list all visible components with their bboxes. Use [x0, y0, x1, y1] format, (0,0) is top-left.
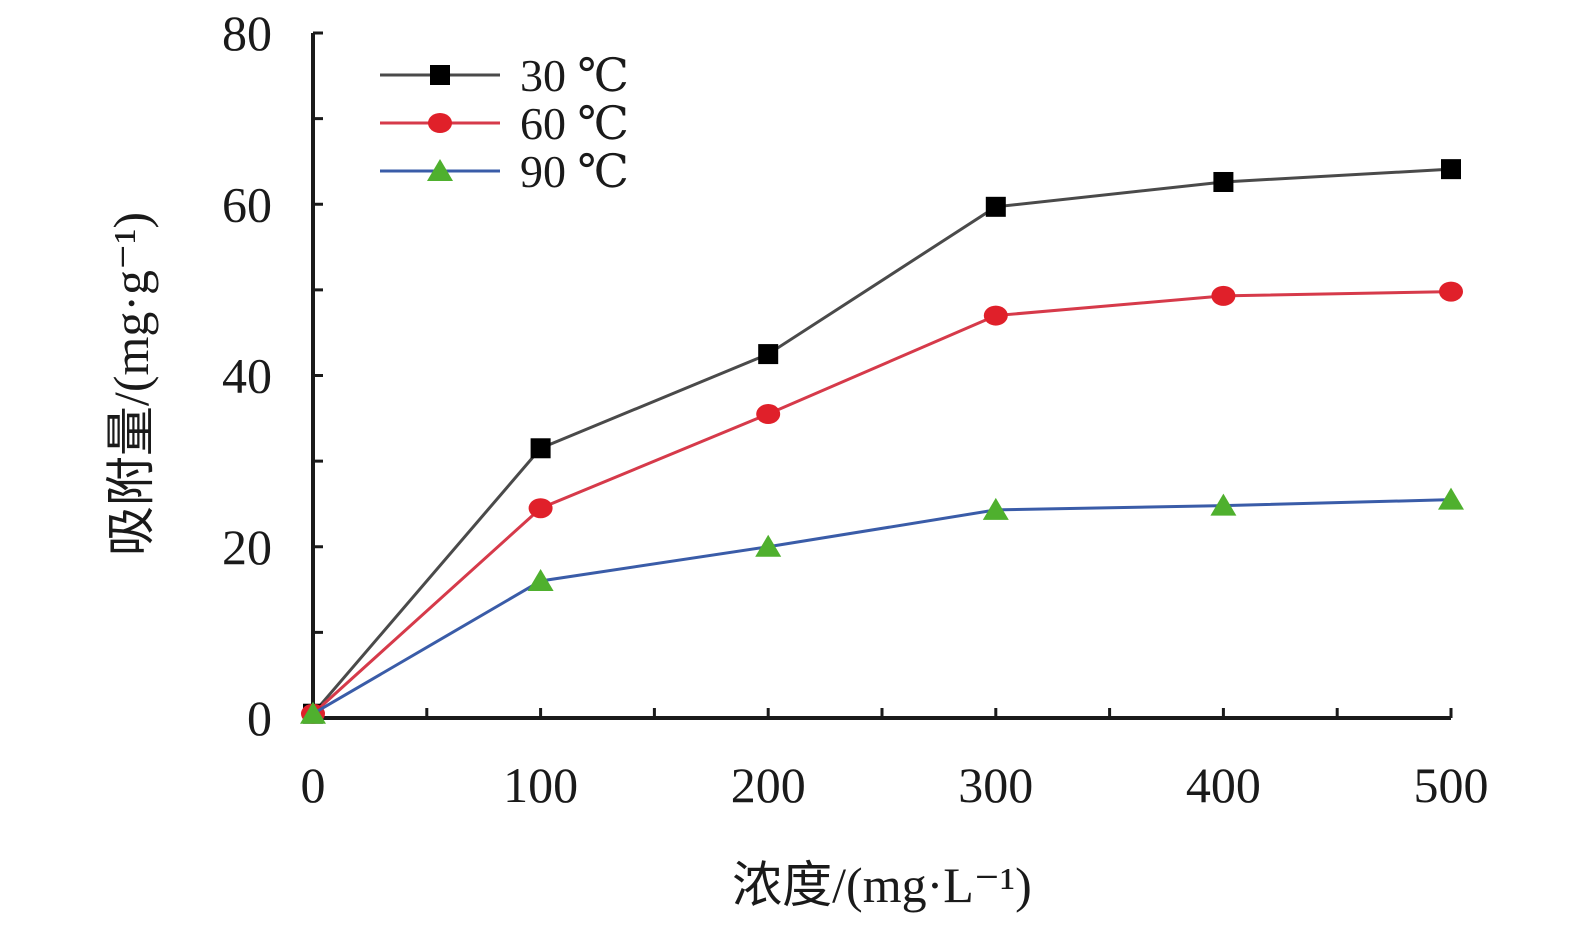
data-point	[985, 196, 1006, 217]
legend-label: 90 ℃	[520, 146, 629, 197]
data-point	[1213, 171, 1234, 192]
data-point	[982, 497, 1009, 520]
x-tick-label: 300	[958, 757, 1033, 813]
y-tick-label: 0	[247, 690, 272, 746]
y-tick-label: 40	[222, 348, 272, 404]
x-tick-label: 400	[1186, 757, 1261, 813]
x-tick-label: 100	[503, 757, 578, 813]
data-point	[758, 344, 779, 365]
x-tick-label: 500	[1414, 757, 1489, 813]
data-point	[1211, 285, 1236, 306]
legend-marker	[428, 113, 452, 133]
data-point	[1438, 487, 1464, 510]
y-tick-label: 20	[222, 519, 272, 575]
data-point	[1210, 493, 1237, 516]
data-point	[527, 569, 554, 591]
x-tick-label: 0	[301, 757, 326, 813]
series-3	[300, 487, 1464, 724]
x-tick-label: 200	[731, 757, 806, 813]
x-axis-ticks: 0 100 200 300 400 500	[301, 708, 1489, 813]
legend-label: 30 ℃	[520, 50, 629, 101]
data-point	[1441, 159, 1461, 180]
legend: 30 ℃60 ℃90 ℃	[380, 50, 629, 197]
data-point	[755, 534, 782, 557]
y-axis-title: 吸附量/(mg·g⁻¹)	[103, 212, 159, 556]
y-tick-label: 80	[222, 5, 272, 61]
series-line	[312, 498, 1452, 716]
legend-marker	[430, 65, 450, 85]
x-axis-title: 浓度/(mg·L⁻¹)	[732, 857, 1032, 913]
data-point	[756, 404, 781, 425]
y-axis-ticks: 0 20 40 60 80	[222, 5, 323, 746]
data-point	[528, 498, 553, 519]
series-line	[311, 167, 1452, 715]
legend-entry: 60 ℃	[380, 98, 629, 149]
legend-label: 60 ℃	[520, 98, 629, 149]
data-point	[1439, 281, 1463, 302]
series-group	[300, 159, 1464, 724]
series-1	[303, 159, 1461, 724]
legend-marker	[427, 159, 453, 181]
data-point	[300, 701, 326, 724]
series-line	[311, 290, 1452, 715]
data-point	[530, 438, 551, 459]
legend-entry: 90 ℃	[380, 146, 629, 197]
y-tick-label: 60	[222, 176, 272, 232]
legend-entry: 30 ℃	[380, 50, 629, 101]
data-point	[983, 305, 1008, 326]
